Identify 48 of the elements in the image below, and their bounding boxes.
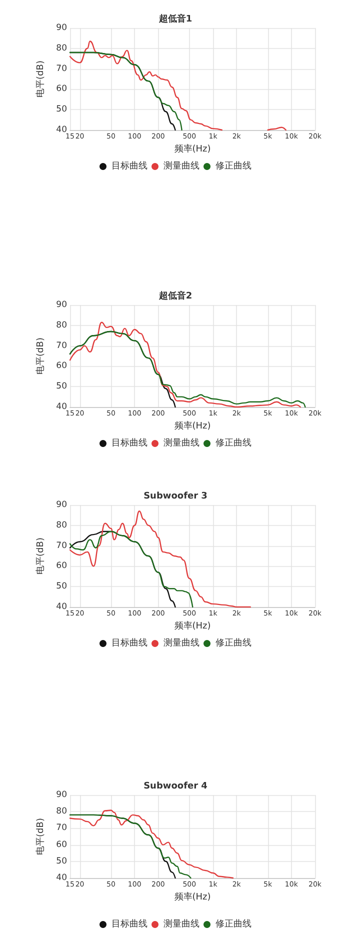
legend-label: 目标曲线 — [112, 638, 148, 648]
legend-label: 目标曲线 — [112, 160, 148, 172]
y-tick-label: 40 — [56, 602, 67, 612]
y-tick-label: 70 — [56, 64, 67, 74]
x-axis-title: 频率(Hz) — [174, 891, 211, 902]
legend-label: 测量曲线 — [164, 638, 200, 648]
legend-label: 修正曲线 — [216, 160, 252, 172]
y-axis-title: 电平(dB) — [34, 60, 46, 98]
y-tick-label: 90 — [56, 500, 67, 510]
y-tick-label: 40 — [56, 125, 67, 135]
y-tick-label: 80 — [56, 806, 67, 817]
y-tick-label: 70 — [56, 340, 67, 351]
y-tick-label: 50 — [56, 856, 67, 866]
x-axis-title: 频率(Hz) — [174, 620, 211, 632]
y-tick-label: 90 — [56, 300, 67, 310]
x-axis-title: 频率(Hz) — [174, 420, 211, 432]
y-axis-title: 电平(dB) — [34, 538, 46, 574]
y-tick-label: 70 — [56, 540, 67, 551]
y-tick-label: 40 — [56, 873, 67, 883]
y-tick-label: 60 — [56, 561, 67, 572]
y-axis-title: 电平(dB) — [34, 338, 46, 374]
legend-label: 目标曲线 — [112, 438, 148, 448]
legend-label: 目标曲线 — [112, 918, 148, 930]
legend-label: 修正曲线 — [216, 438, 252, 448]
chart-title: 超低音1 — [158, 14, 192, 24]
chart-title: Subwoofer 4 — [144, 782, 208, 792]
y-tick-label: 60 — [56, 361, 67, 372]
chart-title: Subwoofer 3 — [144, 492, 208, 502]
y-tick-label: 40 — [56, 402, 67, 412]
y-tick-label: 50 — [56, 382, 67, 392]
legend-label: 测量曲线 — [164, 438, 200, 448]
legend-label: 修正曲线 — [216, 638, 252, 648]
y-tick-label: 50 — [56, 104, 67, 115]
y-tick-label: 50 — [56, 582, 67, 592]
y-tick-label: 90 — [56, 23, 67, 33]
y-tick-label: 80 — [56, 520, 67, 530]
y-tick-label: 60 — [56, 84, 67, 94]
y-tick-label: 60 — [56, 840, 67, 850]
y-tick-label: 90 — [56, 790, 67, 800]
x-axis-title: 频率(Hz) — [174, 143, 211, 154]
chart-title: 超低音2 — [158, 290, 192, 302]
legend-label: 测量曲线 — [164, 918, 200, 930]
y-axis-title: 电平(dB) — [34, 818, 46, 855]
y-tick-label: 80 — [56, 320, 67, 330]
legend-label: 修正曲线 — [216, 918, 252, 930]
legend-label: 测量曲线 — [164, 160, 200, 172]
y-tick-label: 70 — [56, 823, 67, 834]
y-tick-label: 80 — [56, 43, 67, 54]
